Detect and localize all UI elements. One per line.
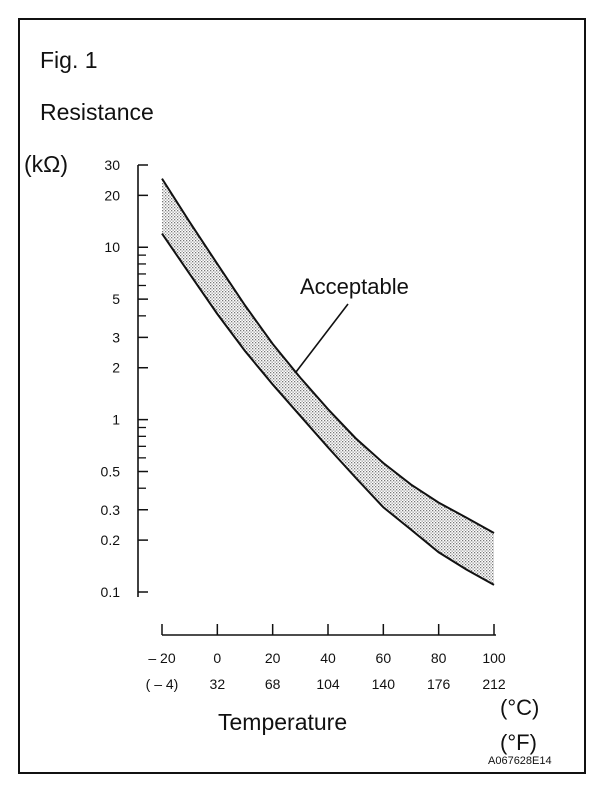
x-axis-unit-fahrenheit: (°F) [500,730,537,755]
y-tick-label: 30 [104,157,120,173]
x-tick-label-celsius: 0 [213,650,221,666]
acceptable-band-fill [162,178,494,585]
y-tick-label: 3 [112,329,120,345]
y-tick-label: 1 [112,412,120,428]
band-label-leader [295,303,349,373]
band-label: Acceptable [300,274,409,299]
figure-label: Fig. 1 [40,47,98,73]
x-tick-label-celsius: – 20 [148,650,175,666]
figure-code: A067628E14 [488,755,552,767]
y-tick-label: 0.5 [101,464,121,480]
x-tick-label-celsius: 20 [265,650,281,666]
acceptable-band [162,178,494,585]
y-tick-label: 0.3 [101,502,121,518]
x-tick-label-fahrenheit: 68 [265,676,281,692]
x-tick-label-fahrenheit: 176 [427,676,451,692]
y-axis-title: Resistance [40,99,154,125]
x-tick-label-celsius: 80 [431,650,447,666]
figure-frame [18,18,586,774]
lower-limit-curve [161,233,495,586]
x-tick-label-celsius: 100 [482,650,506,666]
x-axis-title: Temperature [218,709,347,735]
x-tick-label-fahrenheit: 212 [482,676,506,692]
x-tick-label-fahrenheit: 104 [316,676,340,692]
x-tick-label-fahrenheit: 140 [372,676,396,692]
y-tick-label: 0.1 [101,584,121,600]
x-tick-label-fahrenheit: 32 [210,676,226,692]
y-tick-label: 20 [104,187,120,203]
y-axis: 30 20 10 5 3 2 1 0.5 0.3 0.2 0.1 [101,157,148,600]
x-tick-label-celsius: 40 [320,650,336,666]
y-tick-label: 10 [104,239,120,255]
upper-limit-curve [161,178,495,534]
x-axis-unit-celsius: (°C) [500,695,539,720]
y-axis-unit: (kΩ) [24,151,68,177]
x-tick-label-fahrenheit: ( – 4) [146,676,179,692]
x-tick-label-celsius: 60 [376,650,392,666]
y-tick-label: 2 [112,360,120,376]
curves [161,178,495,586]
x-axis: – 20 ( – 4) 0 32 20 68 40 104 60 140 80 176 100 212 [146,624,506,692]
y-tick-label: 0.2 [101,532,121,548]
y-tick-label: 5 [112,291,120,307]
